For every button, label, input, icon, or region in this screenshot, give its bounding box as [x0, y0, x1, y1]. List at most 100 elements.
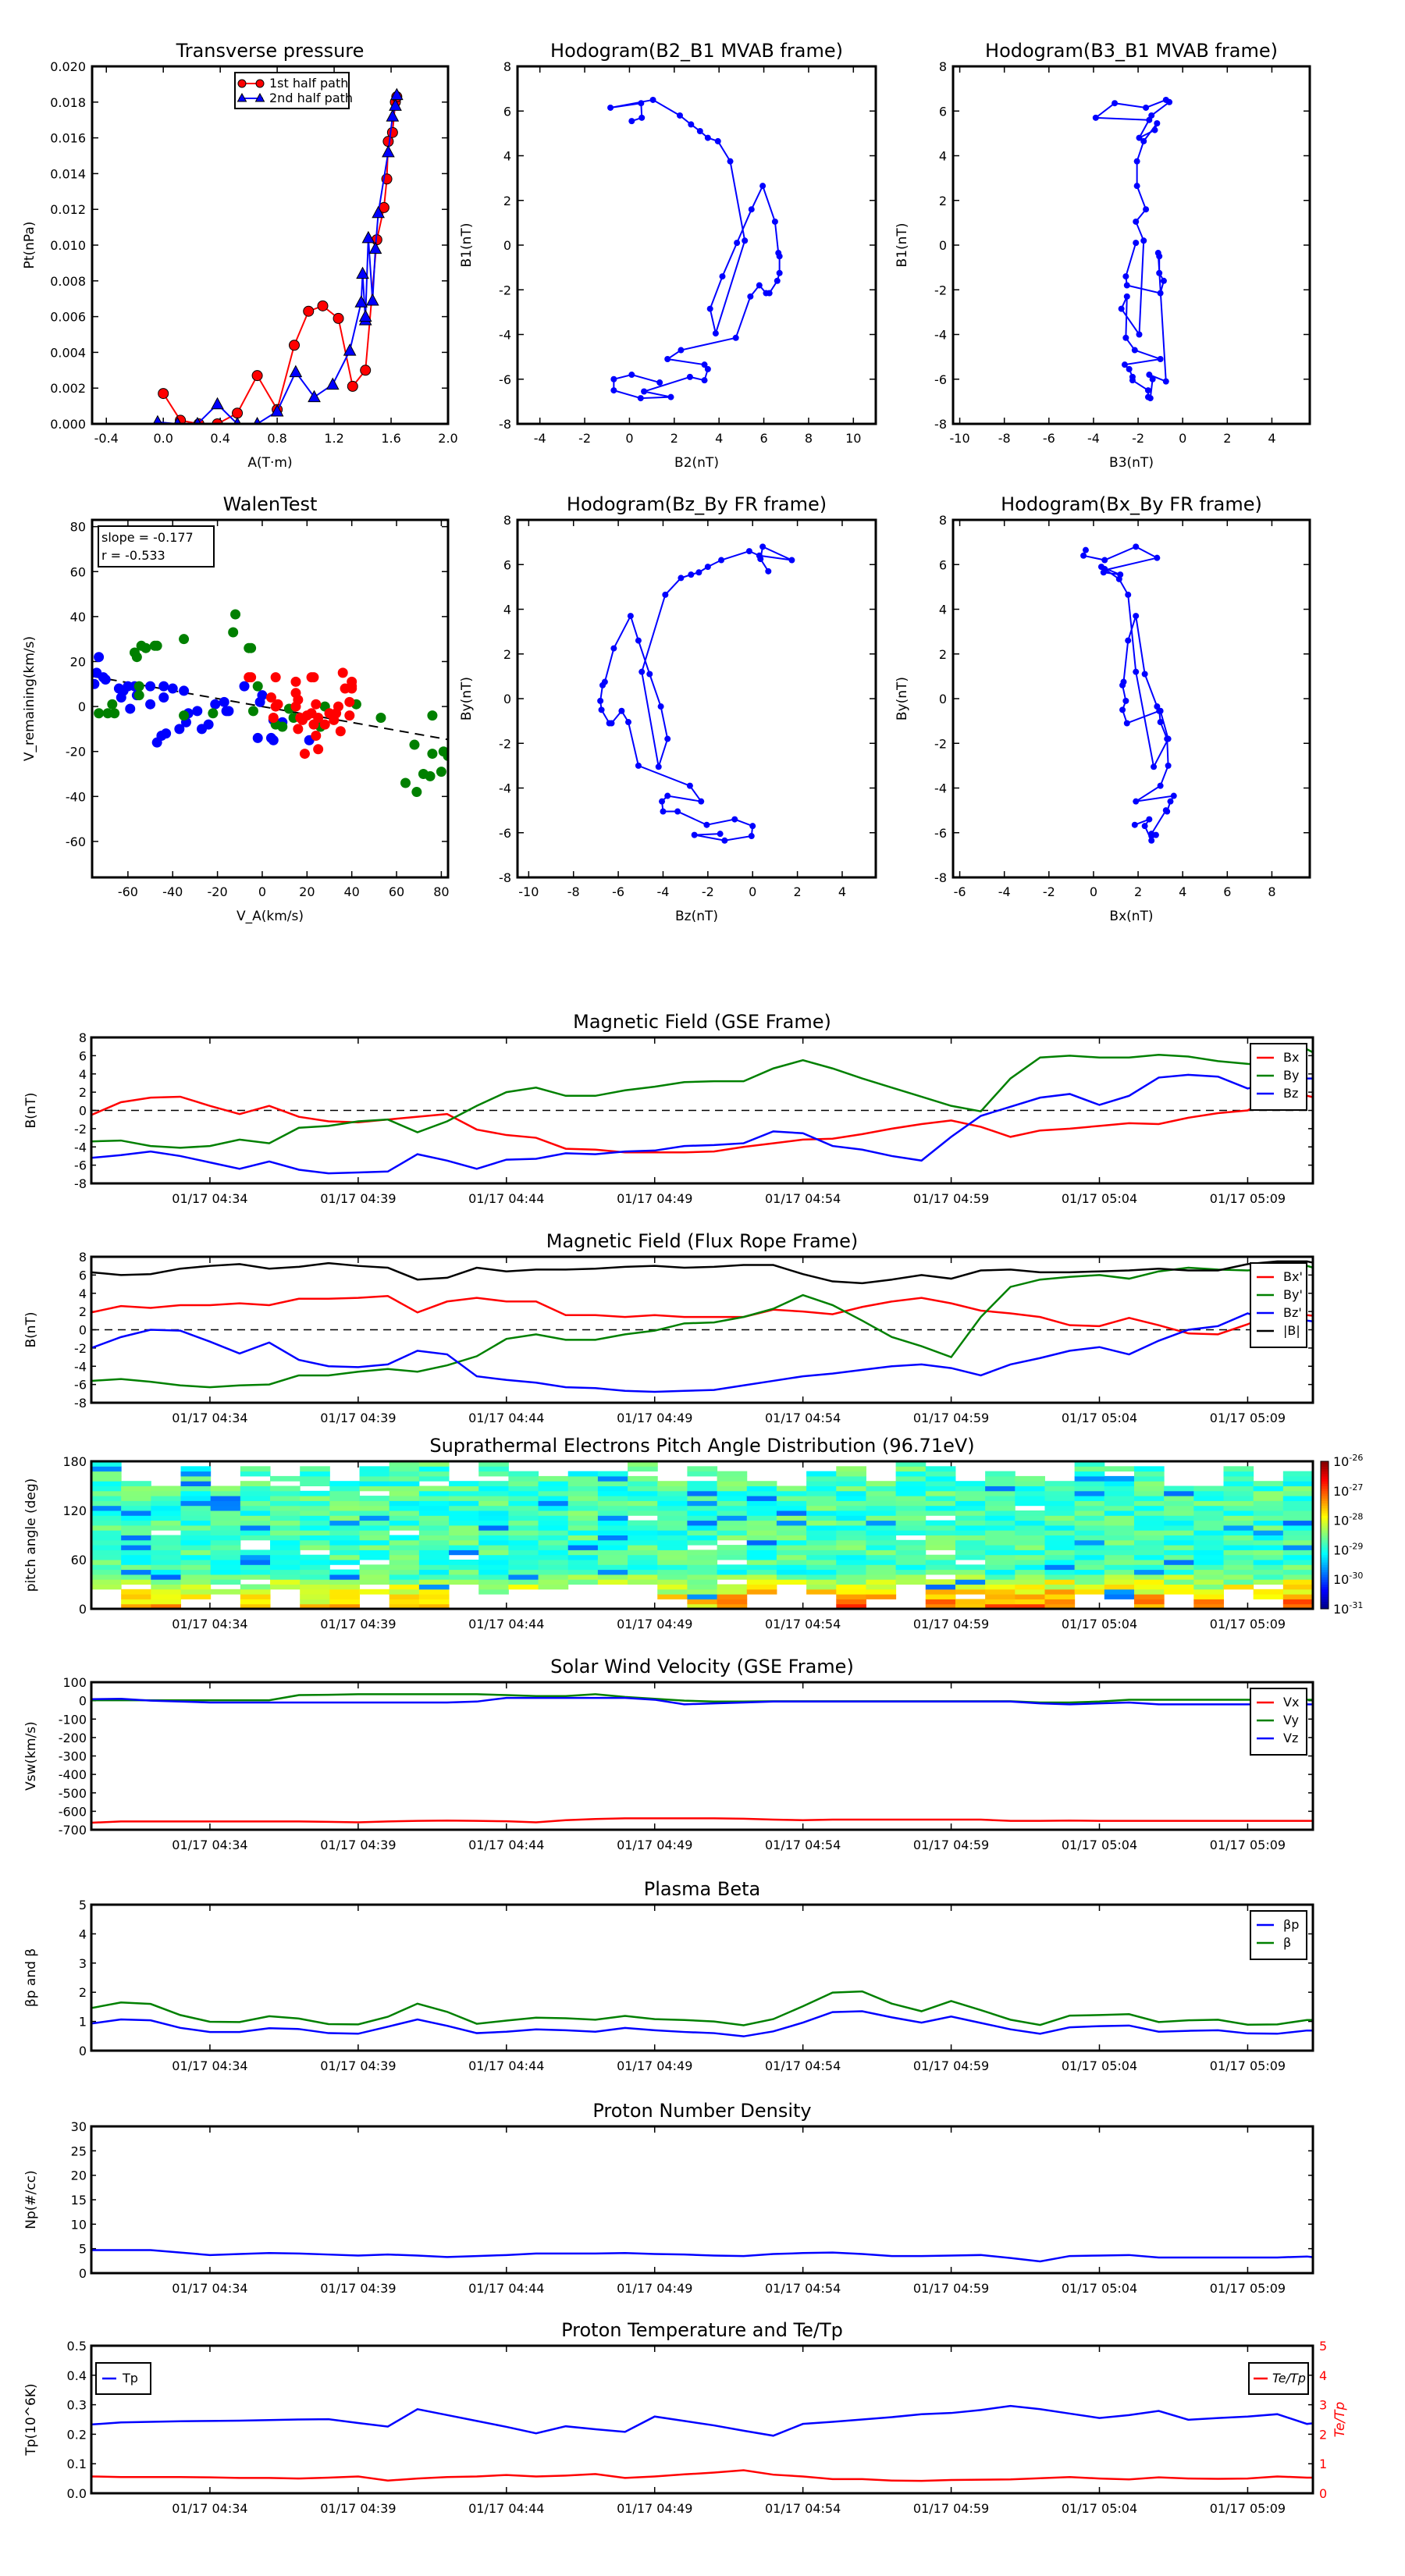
heatmap-cell: [1074, 1500, 1105, 1507]
legend-label: βp: [1283, 1917, 1299, 1932]
legend-label: Tp: [122, 2371, 138, 2386]
data-point: [1080, 552, 1087, 559]
heatmap-cell: [1164, 1500, 1194, 1507]
heatmap-cell: [210, 1496, 241, 1501]
chart-title: Magnetic Field (Flux Rope Frame): [546, 1230, 858, 1252]
heatmap-cell: [567, 1564, 599, 1571]
heatmap-cell: [359, 1569, 390, 1575]
solar-wind-velocity-panel: Solar Wind Velocity (GSE Frame)01/17 04:…: [23, 1656, 1314, 1852]
heatmap-cell: [687, 1569, 718, 1575]
heatmap-cell: [300, 1530, 330, 1535]
heatmap-cell: [1104, 1481, 1135, 1486]
heatmap-cell: [687, 1466, 718, 1472]
data-point: [646, 671, 653, 678]
heatmap-cell: [1044, 1560, 1076, 1565]
plot-frame: [90, 1255, 1314, 1404]
plot-area: [597, 543, 795, 844]
heatmap-cell: [1104, 1466, 1135, 1472]
heatmap-cell: [1133, 1574, 1165, 1580]
y-axis-label: Np(#/cc): [23, 2170, 39, 2229]
heatmap-cell: [1282, 1500, 1313, 1507]
data-point: [607, 104, 614, 111]
heatmap-cell: [687, 1500, 718, 1507]
heatmap-cell: [329, 1500, 361, 1507]
data-point: [1140, 137, 1147, 144]
data-point: [343, 343, 357, 356]
data-point: [765, 568, 772, 575]
data-point: [303, 305, 315, 317]
heatmap-cell: [1133, 1545, 1165, 1550]
data-point: [158, 692, 169, 703]
series-line: [1082, 546, 1176, 841]
chart-title: Hodogram(B2_B1 MVAB frame): [550, 40, 843, 62]
heatmap-cell: [121, 1603, 151, 1609]
heatmap-cell: [210, 1554, 241, 1560]
x-tick-label: 8: [805, 431, 813, 446]
data-point: [1154, 119, 1161, 126]
heatmap-cell: [925, 1466, 956, 1472]
heatmap-cell: [628, 1560, 658, 1565]
x-tick-label: 01/17 04:59: [913, 2501, 989, 2516]
y-axis-label: Vsw(km/s): [23, 1721, 39, 1791]
heatmap-cell: [359, 1496, 390, 1501]
x-tick-label: 1.2: [324, 431, 343, 446]
heatmap-cell: [240, 1599, 271, 1605]
data-point: [714, 137, 721, 144]
data-point: [268, 735, 279, 745]
heatmap-cell: [1015, 1539, 1045, 1546]
heatmap-cell: [1223, 1525, 1254, 1531]
data-point: [247, 706, 258, 717]
heatmap-cell: [895, 1485, 927, 1492]
data-point: [131, 652, 142, 663]
heatmap-cell: [389, 1589, 420, 1595]
heatmap-cell: [1223, 1471, 1254, 1477]
heatmap-cell: [1223, 1520, 1254, 1526]
y-tick-label: -40: [66, 789, 86, 804]
heatmap-cell: [806, 1505, 837, 1511]
heatmap-cell: [657, 1554, 688, 1560]
heatmap-cell: [806, 1500, 837, 1507]
y-tick-label: -2: [74, 1122, 87, 1137]
heatmap-cell: [567, 1485, 599, 1492]
y-tick-label: -6: [74, 1158, 87, 1173]
y-tick-label: -20: [66, 745, 86, 760]
heatmap-cell: [836, 1539, 866, 1546]
data-point: [361, 230, 375, 244]
heatmap-cell: [597, 1574, 628, 1580]
heatmap-cell: [597, 1490, 628, 1496]
x-tick-label: 2: [670, 431, 678, 446]
data-point: [333, 701, 343, 712]
heatmap-cell: [895, 1579, 927, 1585]
heatmap-cell: [925, 1485, 956, 1492]
heatmap-cell: [1104, 1505, 1135, 1511]
heatmap-cell: [628, 1505, 658, 1511]
heatmap-cell: [866, 1545, 897, 1550]
data-point: [277, 721, 288, 732]
heatmap-cell: [91, 1574, 122, 1580]
heatmap-cell: [270, 1584, 301, 1590]
data-point: [161, 728, 172, 739]
heatmap-cell: [955, 1496, 986, 1501]
data-point: [133, 681, 144, 692]
heatmap-cell: [717, 1589, 748, 1595]
data-point: [1162, 807, 1169, 814]
heatmap-cell: [1193, 1520, 1224, 1526]
data-point: [293, 694, 304, 705]
heatmap-cell: [240, 1510, 271, 1516]
heatmap-cell: [1223, 1564, 1254, 1571]
heatmap-cell: [746, 1569, 777, 1575]
colorbar-segment: [1321, 1579, 1329, 1582]
heatmap-cell: [806, 1510, 837, 1516]
heatmap-cell: [746, 1564, 777, 1571]
heatmap-cell: [210, 1520, 241, 1526]
data-point: [703, 821, 710, 828]
heatmap-cell: [567, 1560, 599, 1565]
colorbar-segment: [1321, 1532, 1329, 1535]
heatmap-cell: [746, 1545, 777, 1550]
data-point: [1101, 565, 1108, 572]
plot-frame: [90, 2344, 1314, 2495]
heatmap-cell: [180, 1579, 212, 1585]
heatmap-cell: [329, 1520, 361, 1526]
heatmap-cell: [1193, 1560, 1224, 1565]
data-point: [776, 269, 783, 276]
